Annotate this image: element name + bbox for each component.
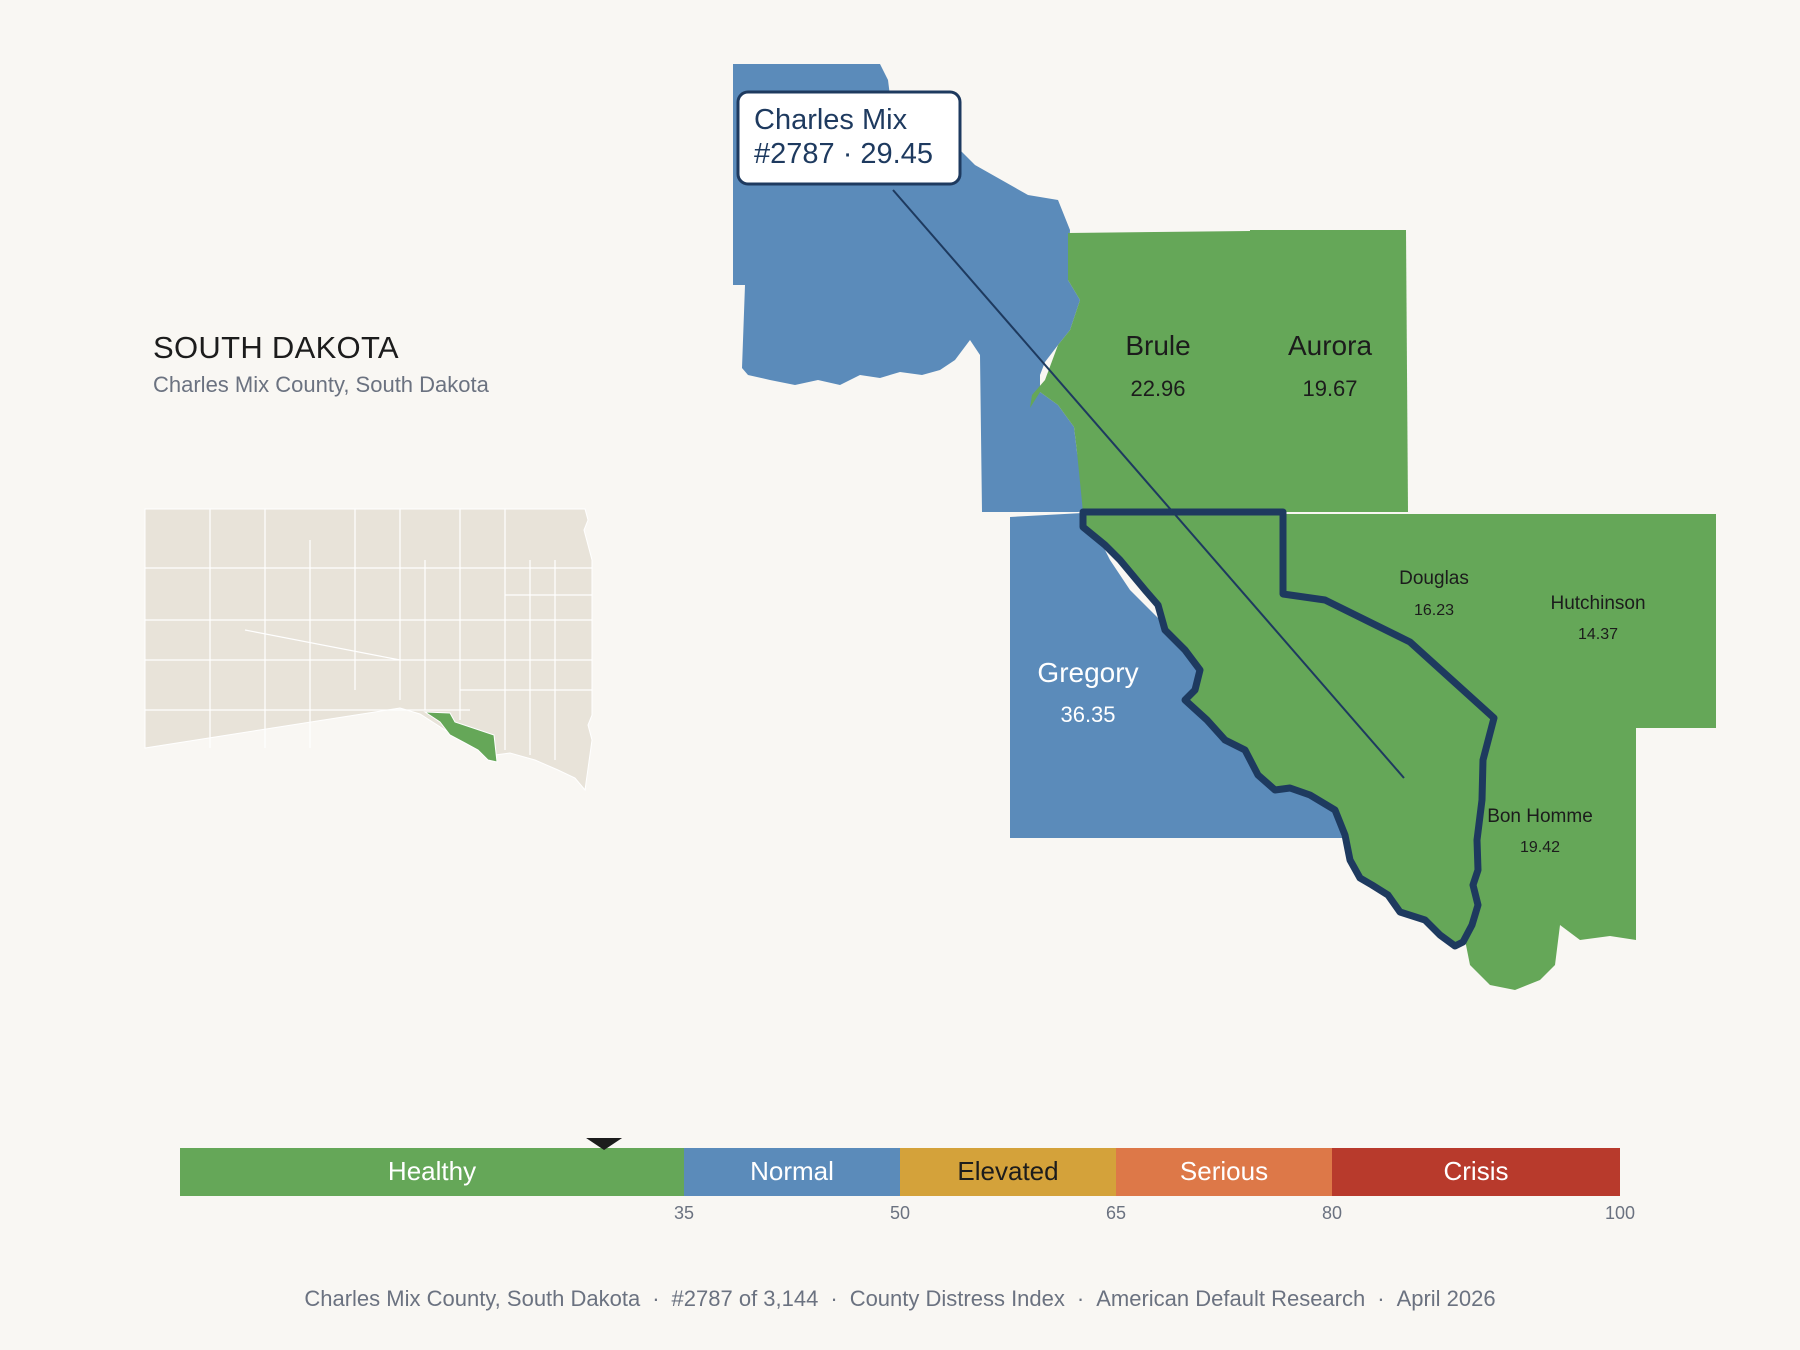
scale-band-serious <box>1116 1148 1332 1196</box>
county-shape-brule[interactable] <box>1030 231 1250 512</box>
focus-callout: Charles Mix #2787 · 29.45 <box>736 90 962 186</box>
callout-county-name: Charles Mix <box>754 104 908 136</box>
scale-tick-label: 65 <box>1106 1203 1126 1223</box>
county-shape-aurora[interactable] <box>1250 230 1408 512</box>
score-gregory: 36.35 <box>1060 702 1115 727</box>
county-subtitle: Charles Mix County, South Dakota <box>153 372 489 397</box>
scale-band-elevated <box>900 1148 1116 1196</box>
scale-tick-label: 35 <box>674 1203 694 1223</box>
footer-index: County Distress Index <box>849 1286 1065 1311</box>
label-bon-homme: Bon Homme <box>1487 806 1593 827</box>
county-labels: Brule 22.96 Aurora 19.67 Douglas 16.23 H… <box>1037 330 1645 856</box>
county-map <box>733 64 1716 990</box>
footer-county: Charles Mix County, South Dakota <box>304 1286 641 1311</box>
county-shape-charles-mix[interactable] <box>1079 508 1498 950</box>
score-aurora: 19.67 <box>1302 376 1357 401</box>
state-title: SOUTH DAKOTA <box>153 330 399 365</box>
scale-band-label-normal: Normal <box>750 1156 834 1186</box>
state-inset-map <box>144 508 593 792</box>
scale-band-crisis <box>1332 1148 1620 1196</box>
label-douglas: Douglas <box>1399 568 1469 589</box>
callout-leader-line <box>892 189 1405 779</box>
label-hutchinson: Hutchinson <box>1550 593 1645 614</box>
footer-date: April 2026 <box>1396 1286 1496 1311</box>
scale-band-label-crisis: Crisis <box>1444 1156 1509 1186</box>
scale-band-healthy <box>180 1148 684 1196</box>
scale-tick-label: 50 <box>890 1203 910 1223</box>
footer-rank: #2787 of 3,144 <box>671 1286 819 1311</box>
inset-state-shape <box>144 508 593 792</box>
scale-marker-icon <box>586 1138 623 1150</box>
scale-band-normal <box>684 1148 900 1196</box>
distress-scale: Healthy Normal Elevated Serious Crisis 35 50 65… <box>180 1138 1635 1223</box>
score-bon-homme: 19.42 <box>1520 839 1560 856</box>
scale-tick-label: 80 <box>1322 1203 1342 1223</box>
scale-band-label-healthy: Healthy <box>388 1156 476 1186</box>
label-aurora: Aurora <box>1288 330 1372 361</box>
footer-source: American Default Research <box>1096 1286 1366 1311</box>
footer-credits: Charles Mix County, South Dakota · #2787 o… <box>304 1286 1496 1311</box>
score-brule: 22.96 <box>1130 376 1185 401</box>
scale-tick-label: 100 <box>1605 1203 1635 1223</box>
county-shape-bon-homme[interactable] <box>1463 728 1636 990</box>
label-gregory: Gregory <box>1037 657 1138 688</box>
score-douglas: 16.23 <box>1414 602 1454 619</box>
score-hutchinson: 14.37 <box>1578 626 1618 643</box>
inset-charles-mix-highlight <box>423 711 498 763</box>
county-shape-gregory[interactable] <box>1010 513 1350 838</box>
scale-band-label-elevated: Elevated <box>957 1156 1058 1186</box>
label-brule: Brule <box>1125 330 1190 361</box>
scale-band-label-serious: Serious <box>1180 1156 1268 1186</box>
callout-box <box>736 90 962 186</box>
callout-rank-score: #2787 · 29.45 <box>754 138 933 170</box>
inset-county-grid <box>145 509 592 760</box>
county-shape-hutchinson[interactable] <box>1480 514 1716 728</box>
